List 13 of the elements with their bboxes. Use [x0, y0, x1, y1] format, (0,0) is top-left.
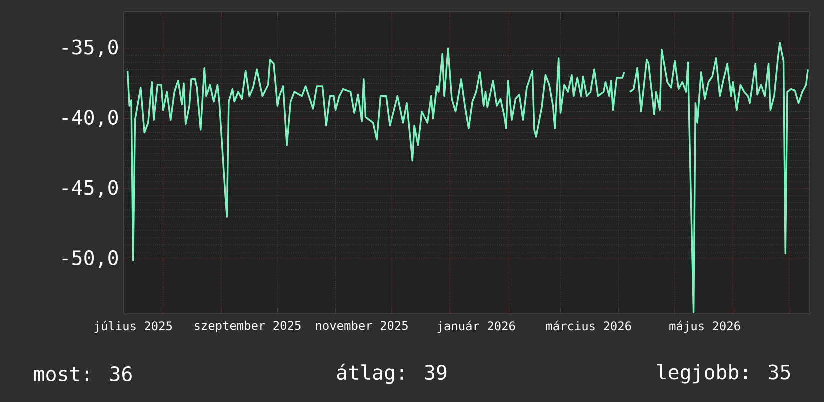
x-tick-label: május 2026: [670, 320, 740, 333]
text: most: 36: [34, 366, 132, 382]
y-tick-label: -35,0: [62, 40, 118, 58]
x-tick-label: március 2026: [546, 320, 632, 331]
y-tick-label: -45,0: [62, 180, 118, 198]
x-tick-label: január 2026: [438, 320, 516, 333]
x-tick-label: november 2025: [316, 320, 408, 330]
x-tick-label: július 2025: [94, 320, 172, 333]
y-tick-label: -40,0: [62, 110, 118, 128]
y-tick-label: -50,0: [62, 250, 118, 268]
text: legjobb: 35: [657, 364, 790, 384]
text: átlag: 39: [337, 364, 447, 384]
x-tick-label: szeptember 2025: [194, 320, 301, 332]
